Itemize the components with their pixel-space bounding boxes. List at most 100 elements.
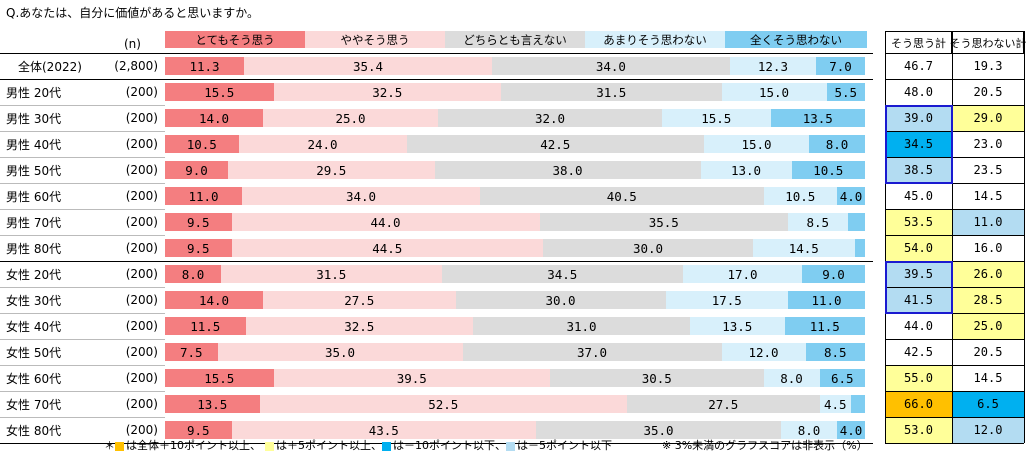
disagree-total-cell: 16.0 [973,241,1003,255]
footnote-item: は－5ポイント以下 [506,439,612,452]
bar-segment: 8.0 [165,265,221,283]
row-label: 男性 60代 [6,189,62,204]
row-sample-size: (200) [125,319,158,333]
summary-rule [885,391,1024,392]
bar-segment: 35.4 [244,57,492,75]
bar-segment: 9.0 [165,161,228,179]
row-sample-size: (200) [125,371,158,385]
row-label: 男性 80代 [6,241,62,256]
table-row: 女性 70代 (200) 13.5 52.5 27.5 4.5 [0,391,1028,417]
table-row: 全体(2022) (2,800) 11.3 35.4 34.0 12.3 7.0 [0,53,1028,79]
row-label: 女性 40代 [6,319,62,334]
row-sample-size: (200) [125,111,158,125]
bar-segment: 31.0 [473,317,690,335]
row-sample-size: (200) [125,267,158,281]
agree-total-cell: 54.0 [885,235,952,261]
bar-segment: 8.0 [809,135,865,153]
table-row: 女性 80代 (200) 9.5 43.5 35.0 8.0 4.0 [0,417,1028,443]
bar-segment: 8.5 [805,343,865,361]
row-label: 女性 60代 [6,371,62,386]
bar-segment: 15.0 [704,135,809,153]
summary-rule [885,105,1024,106]
footnote-swatch [265,441,274,451]
agree-total-cell: 46.7 [904,59,933,73]
summary-column-rule [885,31,886,443]
table-row: 男性 70代 (200) 9.5 44.0 35.5 8.5 [0,209,1028,235]
summary-rule [885,79,1024,80]
agree-total-cell: 39.0 [885,105,952,131]
bar-segment: 52.5 [259,395,627,413]
bar-segment: 34.0 [242,187,480,205]
bar-segment: 9.0 [802,265,865,283]
row-rule [0,287,165,288]
bar-segment: 9.5 [165,213,232,231]
bar-segment: 17.5 [665,291,788,309]
bar-segment: 39.5 [273,369,550,387]
legend-item: どちらとも言えない [445,31,585,48]
bar-segment: 30.5 [550,369,764,387]
row-label: 男性 70代 [6,215,62,230]
summary-rule [885,313,1024,314]
agree-total-cell: 48.0 [904,85,933,99]
summary-rule [885,53,1024,54]
bar-segment: 10.5 [791,161,865,179]
table-row: 女性 50代 (200) 7.5 35.0 37.0 12.0 8.5 [0,339,1028,365]
bar-segment: 30.0 [543,239,753,257]
stacked-bar: 9.5 44.5 30.0 14.5 [165,239,865,257]
disagree-total-cell: 29.0 [952,105,1024,131]
bar-segment [854,239,865,257]
bar-segment: 11.0 [165,187,242,205]
bar-segment: 35.5 [539,213,788,231]
table-row: 男性 50代 (200) 9.0 29.5 38.0 13.0 10.5 [0,157,1028,183]
bar-segment: 42.5 [406,135,704,153]
bar-segment: 6.5 [819,369,865,387]
bar-segment: 4.5 [819,395,851,413]
stacked-bar: 9.5 44.0 35.5 8.5 [165,213,865,231]
bar-segment: 11.5 [165,317,246,335]
table-row: 女性 40代 (200) 11.5 32.5 31.0 13.5 11.5 [0,313,1028,339]
disagree-total-cell: 26.0 [952,261,1024,287]
table-row: 女性 60代 (200) 15.5 39.5 30.5 8.0 6.5 [0,365,1028,391]
row-rule [0,391,165,392]
row-label: 女性 70代 [6,397,62,412]
stacked-bar: 11.5 32.5 31.0 13.5 11.5 [165,317,865,335]
row-label: 女性 20代 [6,267,62,282]
footnote-item: は－10ポイント以下、 [382,439,506,452]
row-rule [0,157,165,158]
footnote: ＊ は全体＋10ポイント以上、 は＋5ポイント以上、 は－10ポイント以下、 は－5ポ… [104,437,612,453]
disagree-total-cell: 23.5 [973,163,1003,177]
disagree-total-cell: 20.5 [973,345,1003,359]
bar-segment: 25.0 [263,109,438,127]
row-sample-size: (200) [125,397,158,411]
summary-rule [885,443,1024,444]
footnote-item: は全体＋10ポイント以上、 [115,439,261,452]
disagree-total-cell: 25.0 [952,313,1024,339]
bar-segment: 32.5 [273,83,501,101]
question-title: Q.あなたは、自分に価値があると思いますか。 [6,6,260,20]
row-label: 男性 20代 [6,85,62,100]
bar-segment: 27.5 [263,291,456,309]
agree-total-cell: 53.0 [885,417,952,443]
agree-total-cell: 38.5 [885,157,952,183]
row-sample-size: (200) [125,241,158,255]
agree-total-cell: 34.5 [885,131,952,157]
bar-segment: 5.5 [826,83,865,101]
agree-total-cell: 53.5 [885,209,952,235]
row-rule [0,313,165,314]
disagree-total-cell: 19.3 [973,59,1003,73]
summary-rule [885,235,1024,236]
bar-segment: 12.0 [721,343,806,361]
summary-rule [885,157,1024,158]
row-label: 全体(2022) [18,59,82,74]
table-rule [0,443,873,444]
agree-total-cell: 45.0 [904,189,933,203]
legend-item: とてもそう思う [165,31,305,48]
bar-segment: 11.0 [788,291,865,309]
bar-segment: 9.5 [165,239,232,257]
table-row: 男性 20代 (200) 15.5 32.5 31.5 15.0 5.5 [0,79,1028,105]
bar-segment: 31.5 [501,83,722,101]
disagree-total-cell: 14.5 [973,371,1003,385]
stacked-bar: 11.0 34.0 40.5 10.5 4.0 [165,187,865,205]
summary-rule [885,365,1024,366]
bar-segment: 15.5 [165,369,274,387]
